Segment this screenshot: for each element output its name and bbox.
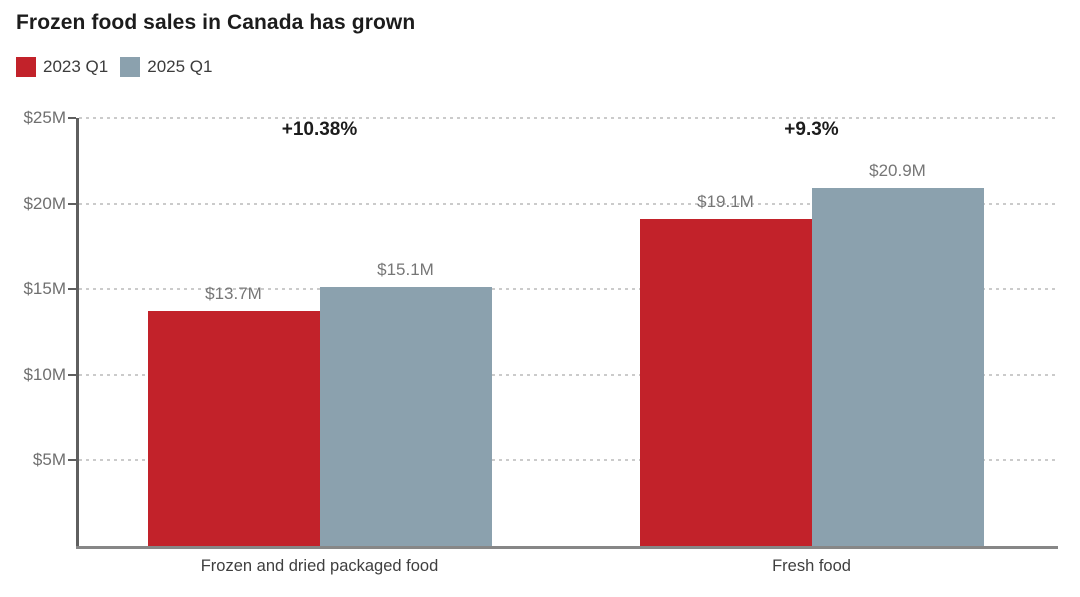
gridline [79,288,1058,291]
ytick-label: $10M [23,364,66,384]
category-label: Frozen and dried packaged food [200,557,439,575]
chart-title: Frozen food sales in Canada has grown [16,11,416,34]
gridline [79,202,1058,205]
bar-value-label: $19.1M [697,192,754,211]
y-axis-line [76,118,79,549]
legend-label: 2025 Q1 [147,57,213,76]
gridline [79,459,1058,462]
ytick-label: $15M [23,279,66,299]
bar [639,219,812,546]
ytick-label: $25M [23,108,66,127]
bar [811,188,984,546]
y-tick [68,459,76,462]
y-tick [68,117,76,119]
bar-value-label: $20.9M [869,161,926,181]
gridline [79,117,1058,119]
legend-item: 2025 Q1 [120,57,212,77]
legend-item: 2023 Q1 [16,57,108,77]
gridline [79,373,1058,376]
bar-value-label: $13.7M [205,284,262,304]
x-axis-line [76,546,1058,549]
growth-annotation: +9.3% [784,119,839,140]
legend-swatch-icon [16,57,36,77]
y-tick [68,202,76,205]
legend-swatch-icon [120,57,141,77]
legend: 2023 Q1 2025 Q1 [16,57,212,77]
growth-annotation: +10.38% [281,119,358,140]
y-tick [68,373,76,376]
bar-value-label: $15.1M [377,260,434,280]
bar [147,311,320,546]
y-tick [68,288,76,291]
bar [319,287,492,546]
ytick-label: $20M [23,193,66,213]
ytick-label: $5M [32,450,66,470]
legend-label: 2023 Q1 [43,57,109,76]
category-label: Fresh food [772,557,851,575]
